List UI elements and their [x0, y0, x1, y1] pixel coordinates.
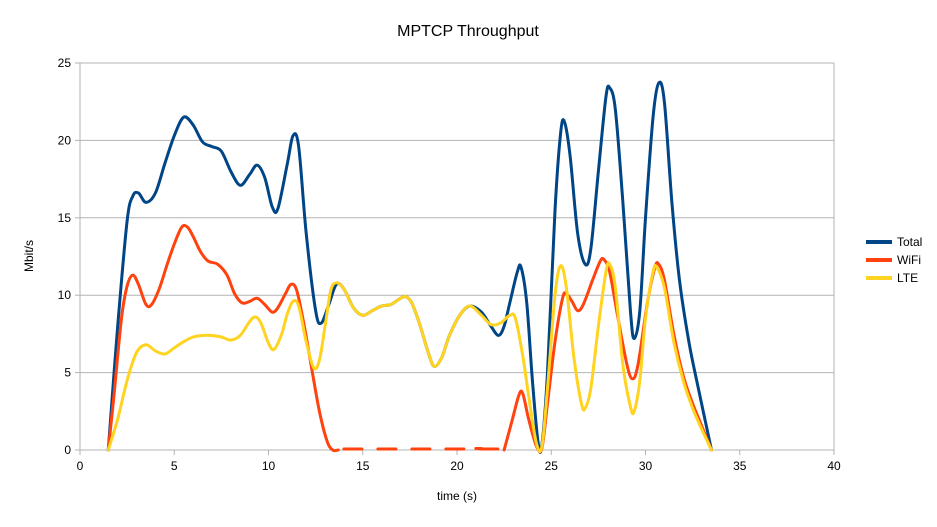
x-tick-label: 20 [450, 459, 464, 473]
legend-label-total: Total [897, 235, 922, 249]
legend-label-lte: LTE [897, 271, 918, 285]
y-tick-label: 10 [58, 288, 72, 302]
series-lte [106, 261, 713, 454]
x-tick-label: 15 [356, 459, 370, 473]
axes: 0 5 10 15 20 25 0 5 10 15 20 25 30 35 40 [58, 56, 841, 473]
x-tick-label: 5 [171, 459, 178, 473]
chart-title: MPTCP Throughput [397, 23, 539, 40]
x-tick-label: 25 [545, 459, 559, 473]
legend-item-lte: LTE [866, 271, 918, 285]
legend-item-wifi: WiFi [866, 253, 921, 267]
y-tick-label: 25 [58, 56, 72, 70]
x-tick-label: 0 [77, 459, 84, 473]
series-line-wifi [106, 223, 340, 453]
x-tick-label: 40 [827, 459, 841, 473]
x-axis-title: time (s) [437, 489, 477, 503]
y-tick-label: 5 [64, 366, 71, 380]
legend: Total WiFi LTE [866, 235, 922, 285]
series-line-lte [106, 261, 713, 454]
legend-label-wifi: WiFi [897, 253, 921, 267]
y-tick-label: 20 [58, 133, 72, 147]
legend-item-total: Total [866, 235, 922, 249]
y-tick-label: 0 [64, 443, 71, 457]
series-lines [106, 80, 713, 454]
y-axis-title: Mbit/s [22, 240, 36, 272]
x-tick-label: 35 [733, 459, 747, 473]
x-tick-label: 10 [262, 459, 276, 473]
x-tick-label: 30 [639, 459, 653, 473]
y-tick-label: 15 [58, 211, 72, 225]
